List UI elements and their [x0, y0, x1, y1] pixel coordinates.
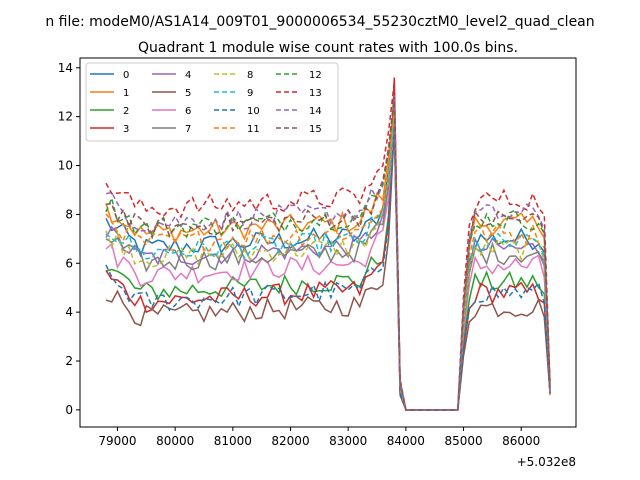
x-offset-label: +5.032e8: [517, 455, 576, 469]
x-tick-label: 81000: [214, 434, 252, 448]
legend-label-15: 15: [309, 124, 322, 135]
legend-label-14: 14: [309, 106, 322, 117]
legend-label-9: 9: [247, 88, 253, 99]
series-line-2: [105, 121, 551, 411]
y-axis: 0 2 4 6 8 10 12 14: [58, 61, 80, 417]
series-line-9: [105, 114, 551, 411]
series-line-3: [105, 77, 551, 411]
x-axis: 79000 80000 81000 82000 83000 84000 85000 86000: [98, 427, 540, 448]
series-line-10: [105, 126, 551, 411]
x-tick-label: 80000: [156, 434, 194, 448]
series-line-0: [105, 106, 551, 411]
y-tick-label: 4: [65, 305, 73, 319]
series-line-14: [105, 94, 551, 411]
legend-label-13: 13: [309, 88, 322, 99]
x-tick-label: 83000: [329, 434, 367, 448]
legend-label-10: 10: [247, 106, 260, 117]
legend-label-0: 0: [123, 70, 129, 81]
series-line-8: [105, 111, 551, 411]
y-tick-label: 2: [65, 354, 73, 368]
legend-label-3: 3: [123, 124, 129, 135]
chart-title: Quadrant 1 module wise count rates with …: [138, 40, 518, 56]
x-tick-label: 86000: [502, 434, 540, 448]
y-tick-label: 12: [58, 110, 73, 124]
legend-label-12: 12: [309, 70, 322, 81]
legend-label-7: 7: [185, 124, 191, 135]
series-line-6: [105, 116, 551, 411]
series-line-13: [105, 82, 551, 411]
series-line-7: [105, 109, 551, 411]
legend-label-5: 5: [185, 88, 191, 99]
x-tick-label: 82000: [271, 434, 309, 448]
figure-suptitle: n file: modeM0/AS1A14_009T01_9000006534_…: [45, 14, 594, 30]
legend-label-2: 2: [123, 106, 129, 117]
legend-label-11: 11: [247, 124, 260, 135]
series-lines: [105, 77, 551, 411]
y-tick-label: 6: [65, 256, 73, 270]
series-line-1: [105, 101, 551, 411]
y-tick-label: 14: [58, 61, 73, 75]
legend-label-6: 6: [185, 106, 191, 117]
series-line-11: [105, 106, 551, 411]
x-tick-label: 79000: [98, 434, 136, 448]
legend-label-8: 8: [247, 70, 253, 81]
x-tick-label: 84000: [387, 434, 425, 448]
y-tick-label: 8: [65, 207, 73, 221]
legend-frame: [85, 62, 339, 142]
y-tick-label: 0: [65, 403, 73, 417]
series-line-5: [105, 128, 551, 411]
series-line-15: [105, 97, 551, 411]
x-tick-label: 85000: [444, 434, 482, 448]
y-tick-label: 10: [58, 159, 73, 173]
legend-label-1: 1: [123, 88, 129, 99]
legend-label-4: 4: [185, 70, 191, 81]
